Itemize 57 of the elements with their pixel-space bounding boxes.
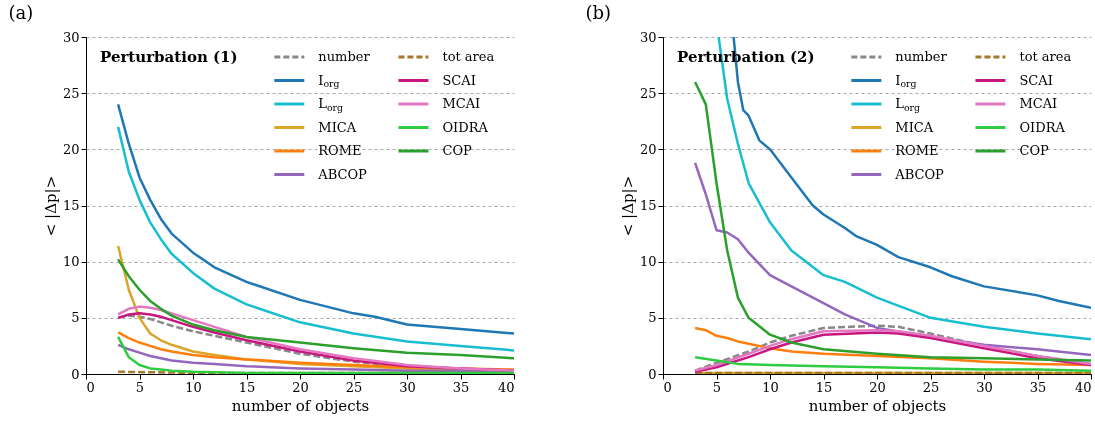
- x-tick-label: 20: [869, 379, 886, 395]
- legend-label: ABCOP: [894, 166, 945, 182]
- y-tick-label: 5: [648, 310, 657, 326]
- y-tick-label: 30: [62, 29, 80, 45]
- legend-label: COP: [442, 143, 473, 158]
- legend-label: ABCOP: [317, 166, 368, 182]
- x-tick-label: 0: [86, 379, 95, 395]
- annotation: Perturbation (1): [100, 48, 238, 66]
- x-axis-title: number of objects: [808, 396, 947, 415]
- chart-title: (b): [585, 2, 612, 23]
- chart-title: (a): [8, 2, 34, 23]
- y-tick-label: 25: [639, 85, 657, 101]
- y-tick-label: 20: [62, 141, 80, 157]
- y-tick-label: 20: [639, 141, 657, 157]
- x-tick-label: 30: [399, 379, 416, 395]
- x-tick-label: 30: [976, 379, 993, 395]
- legend-label: COP: [1019, 143, 1050, 158]
- y-tick-label: 10: [639, 254, 657, 270]
- x-tick-label: 10: [762, 379, 779, 395]
- legend-label: number: [318, 49, 371, 64]
- legend-label: ROME: [895, 143, 939, 158]
- y-tick-label: 15: [62, 198, 80, 213]
- legend-label: OIDRA: [442, 119, 489, 135]
- x-tick-label: 35: [1029, 379, 1047, 395]
- x-tick-label: 40: [1074, 379, 1092, 395]
- y-axis-title: < |Δp|>: [618, 175, 637, 237]
- y-tick-label: 5: [71, 310, 80, 326]
- x-tick-label: 15: [238, 379, 256, 395]
- x-tick-label: 35: [452, 379, 470, 395]
- legend-label: MCAI: [442, 96, 481, 111]
- x-axis-title: number of objects: [231, 396, 370, 415]
- x-tick-label: 15: [815, 379, 833, 395]
- y-tick-label: 15: [639, 198, 657, 213]
- legend-label: ROME: [318, 143, 362, 158]
- legend-label: SCAI: [1019, 72, 1053, 88]
- x-tick-label: 25: [922, 379, 940, 395]
- legend-label: SCAI: [442, 72, 476, 88]
- y-tick-label: 10: [62, 254, 80, 270]
- legend-label: OIDRA: [1019, 119, 1066, 135]
- legend-label: MCAI: [1019, 96, 1058, 111]
- y-tick-label: 0: [648, 366, 657, 382]
- legend-label: number: [895, 49, 948, 64]
- y-tick-label: 30: [639, 29, 657, 45]
- x-tick-label: 5: [712, 379, 722, 395]
- y-tick-label: 25: [62, 85, 80, 101]
- legend-label: MICA: [895, 119, 934, 135]
- x-tick-label: 40: [497, 379, 515, 395]
- x-tick-label: 0: [663, 379, 672, 395]
- y-tick-label: 0: [71, 366, 80, 382]
- x-tick-label: 20: [292, 379, 309, 395]
- legend-label: tot area: [1019, 49, 1072, 64]
- y-axis-title: < |Δp|>: [41, 175, 60, 237]
- x-tick-label: 10: [185, 379, 202, 395]
- x-tick-label: 25: [345, 379, 363, 395]
- x-tick-label: 5: [135, 379, 145, 395]
- legend-label: tot area: [442, 49, 495, 64]
- legend-label: MICA: [318, 119, 357, 135]
